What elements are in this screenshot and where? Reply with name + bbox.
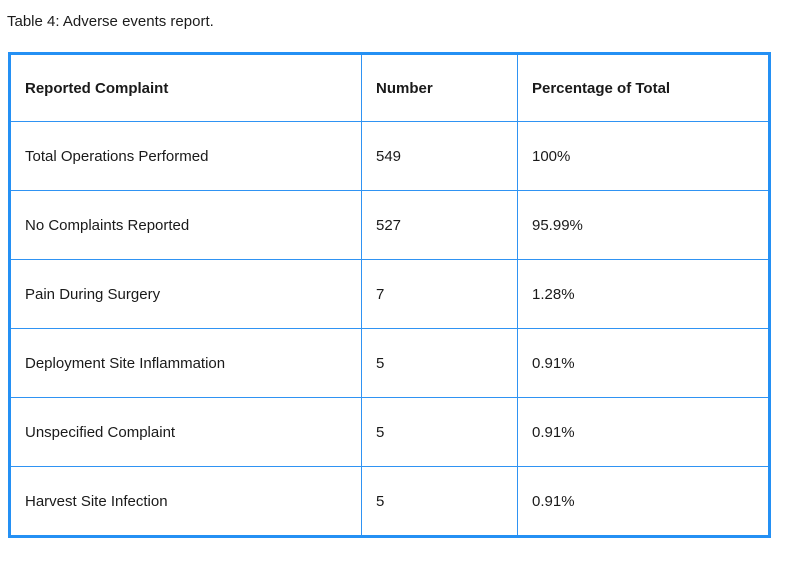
cell-percentage: 0.91% (517, 328, 770, 398)
cell-number: 5 (361, 328, 518, 398)
cell-number: 7 (361, 259, 518, 329)
table-row: Pain During Surgery 7 1.28% (9, 259, 770, 329)
cell-percentage: 0.91% (517, 466, 770, 537)
table-caption: Table 4: Adverse events report. (7, 13, 214, 30)
cell-complaint: Deployment Site Inflammation (9, 328, 362, 398)
cell-complaint: Total Operations Performed (9, 121, 362, 191)
cell-complaint: Unspecified Complaint (9, 397, 362, 467)
cell-percentage: 95.99% (517, 190, 770, 260)
table-row: Deployment Site Inflammation 5 0.91% (9, 328, 770, 398)
column-header-reported-complaint: Reported Complaint (9, 53, 362, 122)
table-row: No Complaints Reported 527 95.99% (9, 190, 770, 260)
cell-complaint: No Complaints Reported (9, 190, 362, 260)
cell-percentage: 1.28% (517, 259, 770, 329)
cell-percentage: 100% (517, 121, 770, 191)
adverse-events-table: Reported Complaint Number Percentage of … (8, 52, 771, 538)
table-row: Total Operations Performed 549 100% (9, 121, 770, 191)
cell-percentage: 0.91% (517, 397, 770, 467)
cell-number: 5 (361, 397, 518, 467)
cell-number: 5 (361, 466, 518, 537)
cell-number: 527 (361, 190, 518, 260)
table-row: Harvest Site Infection 5 0.91% (9, 466, 770, 537)
cell-number: 549 (361, 121, 518, 191)
column-header-percentage-of-total: Percentage of Total (517, 53, 770, 122)
column-header-number: Number (361, 53, 518, 122)
cell-complaint: Pain During Surgery (9, 259, 362, 329)
header-row: Reported Complaint Number Percentage of … (9, 53, 770, 122)
cell-complaint: Harvest Site Infection (9, 466, 362, 537)
table-row: Unspecified Complaint 5 0.91% (9, 397, 770, 467)
